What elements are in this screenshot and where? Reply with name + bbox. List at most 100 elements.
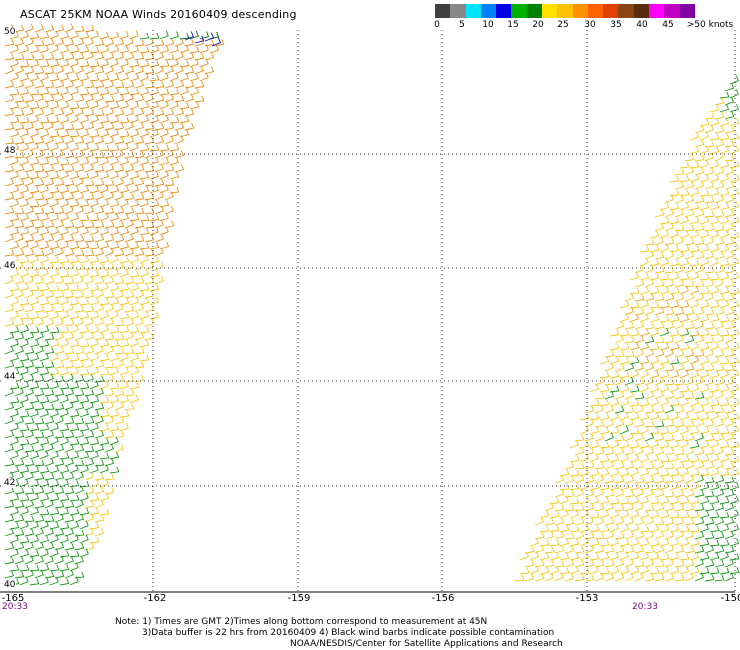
wind-barb bbox=[4, 165, 15, 173]
wind-barb bbox=[64, 555, 74, 565]
wind-barb bbox=[729, 132, 740, 141]
wind-barb bbox=[64, 303, 74, 313]
wind-barb bbox=[689, 469, 700, 477]
wind-barb bbox=[649, 567, 660, 575]
wind-barb bbox=[729, 567, 740, 575]
wind-barb bbox=[554, 489, 565, 498]
wind-barb bbox=[184, 108, 195, 117]
wind-barb bbox=[124, 65, 134, 75]
wind-barb bbox=[704, 224, 715, 232]
wind-barb bbox=[704, 504, 715, 512]
wind-barb bbox=[4, 108, 15, 117]
wind-barb bbox=[134, 347, 145, 355]
wind-barb bbox=[14, 53, 25, 61]
wind-barb bbox=[724, 546, 735, 554]
wind-barb bbox=[64, 165, 75, 173]
wind-barb bbox=[594, 572, 605, 582]
wind-barb bbox=[79, 395, 90, 404]
wind-barb bbox=[704, 140, 715, 148]
wind-barb bbox=[554, 517, 565, 526]
wind-barb bbox=[94, 486, 105, 495]
wind-barb bbox=[24, 541, 34, 551]
wind-barb bbox=[619, 329, 630, 337]
wind-barb bbox=[674, 489, 685, 498]
wind-barb bbox=[159, 128, 169, 138]
wind-barb bbox=[164, 164, 175, 173]
wind-barb bbox=[139, 198, 149, 208]
wind-barb bbox=[29, 451, 39, 460]
wind-barb bbox=[719, 272, 730, 281]
wind-barb bbox=[34, 290, 44, 299]
wind-barb bbox=[74, 94, 85, 103]
wind-barb bbox=[699, 119, 710, 127]
wind-barb bbox=[49, 422, 59, 432]
wind-barb bbox=[729, 495, 739, 505]
wind-barb bbox=[699, 523, 709, 533]
wind-barb bbox=[24, 430, 34, 439]
wind-barb bbox=[154, 136, 165, 145]
wind-barb bbox=[74, 444, 85, 453]
wind-barb bbox=[129, 352, 139, 362]
wind-barb bbox=[189, 46, 200, 54]
wind-barb bbox=[714, 488, 725, 498]
wind-barb bbox=[144, 221, 155, 229]
wind-barb bbox=[649, 510, 660, 519]
wind-barb bbox=[689, 355, 699, 365]
wind-barb bbox=[709, 454, 720, 463]
wind-barb bbox=[184, 38, 195, 47]
wind-barb bbox=[674, 530, 684, 540]
wind-barb bbox=[89, 170, 99, 180]
wind-barb bbox=[4, 39, 15, 47]
latitude-label: 44 bbox=[3, 372, 17, 382]
wind-barb bbox=[664, 404, 675, 414]
wind-barb bbox=[694, 461, 705, 470]
wind-barb bbox=[84, 109, 95, 117]
wind-barb bbox=[99, 129, 110, 138]
wind-barb bbox=[194, 95, 205, 103]
wind-barb bbox=[64, 388, 75, 397]
wind-barb bbox=[669, 399, 680, 407]
legend-tick-label: 30 bbox=[584, 20, 596, 30]
wind-barb bbox=[69, 226, 79, 236]
wind-barb bbox=[724, 462, 735, 470]
wind-barb bbox=[189, 101, 200, 110]
wind-barb bbox=[564, 461, 575, 470]
wind-barb bbox=[709, 133, 720, 141]
wind-barb bbox=[634, 294, 645, 302]
wind-barb bbox=[694, 238, 705, 246]
wind-barb bbox=[684, 251, 695, 260]
wind-barb bbox=[669, 383, 679, 393]
wind-barb bbox=[714, 574, 725, 582]
wind-barb bbox=[4, 137, 15, 145]
wind-barb bbox=[79, 129, 90, 138]
legend-tick-label: 45 bbox=[662, 20, 674, 30]
wind-barb bbox=[14, 38, 24, 47]
wind-barb bbox=[654, 461, 665, 470]
wind-barb bbox=[44, 135, 54, 145]
wind-barb bbox=[664, 364, 675, 372]
wind-barb bbox=[139, 60, 150, 68]
wind-barb bbox=[719, 202, 730, 211]
wind-barb bbox=[129, 296, 139, 306]
wind-barb bbox=[19, 199, 29, 208]
legend-swatch bbox=[511, 4, 527, 18]
wind-barb bbox=[144, 290, 155, 299]
wind-barb bbox=[39, 493, 50, 502]
wind-barb bbox=[194, 38, 205, 47]
wind-barb bbox=[44, 555, 54, 565]
wind-barb bbox=[549, 497, 560, 505]
wind-barb bbox=[69, 284, 80, 292]
wind-barb bbox=[79, 114, 89, 124]
wind-barb bbox=[104, 443, 114, 453]
wind-barb bbox=[69, 508, 80, 516]
wind-barb bbox=[589, 413, 600, 421]
wind-barb bbox=[189, 30, 199, 40]
wind-barb bbox=[149, 296, 159, 306]
wind-barb bbox=[544, 518, 555, 526]
wind-barb bbox=[84, 51, 94, 61]
wind-barb bbox=[79, 451, 90, 460]
wind-barb bbox=[684, 420, 695, 428]
wind-barb bbox=[619, 300, 630, 309]
wind-barb bbox=[89, 270, 100, 278]
wind-barb bbox=[164, 122, 175, 131]
